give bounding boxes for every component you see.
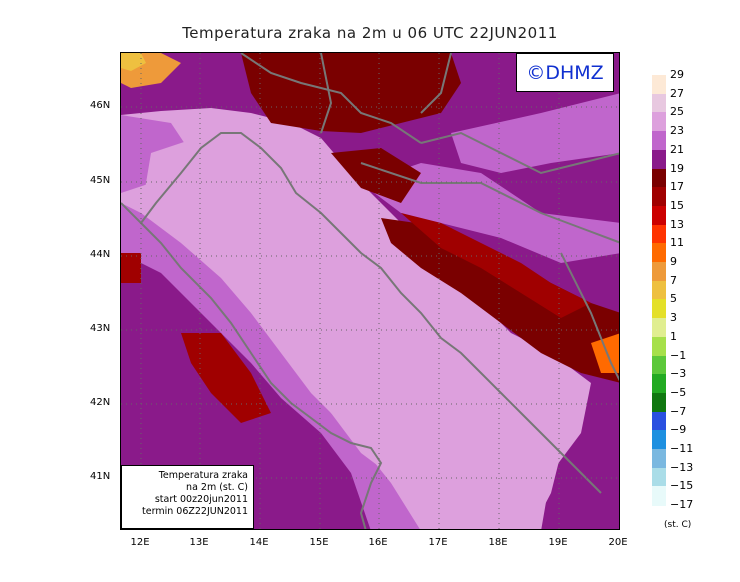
legend-label: 21 [670, 142, 684, 156]
legend-swatch [652, 392, 666, 413]
legend-label: −13 [670, 460, 694, 474]
copyright-label: ©DHMZ [516, 53, 614, 92]
land-warm-zone [121, 53, 619, 529]
legend-swatch [652, 131, 666, 151]
lat-label: 43N [90, 323, 111, 334]
legend-swatch [652, 149, 666, 169]
legend-swatch [652, 486, 666, 506]
legend-label: 9 [670, 255, 677, 268]
inland-cool-band [361, 163, 619, 263]
legend-label: 1 [670, 329, 677, 343]
legend-swatch [652, 75, 666, 95]
legend-swatch [652, 449, 666, 469]
inland-cool-band [451, 93, 619, 173]
legend-label: 23 [670, 124, 684, 138]
hot-corner-core [121, 53, 146, 71]
legend-swatch [652, 411, 666, 431]
legend-label: −11 [670, 442, 694, 455]
legend-swatch [652, 336, 666, 356]
legend-label: 27 [670, 86, 684, 100]
east-coastline [140, 132, 602, 494]
info-line: termin 06Z22JUN2011 [142, 506, 248, 517]
hot-zone [331, 148, 421, 203]
lat-label: 41N [90, 471, 111, 482]
grid-lines [121, 53, 619, 529]
legend-swatch [652, 262, 666, 282]
legend-swatch [652, 280, 666, 300]
legend-label: 17 [670, 180, 684, 194]
legend-label: 29 [670, 68, 684, 81]
info-line: Temperatura zraka [158, 470, 248, 481]
legend-swatch [652, 467, 666, 487]
border-line [240, 53, 422, 144]
lon-label: 19E [548, 537, 568, 548]
lon-label: 17E [428, 537, 448, 548]
temperature-map[interactable] [120, 52, 620, 530]
legend-swatch [652, 112, 666, 132]
legend-swatch [652, 243, 666, 263]
legend-label: 19 [670, 161, 684, 175]
legend-label: −1 [670, 348, 687, 362]
legend-label: 7 [670, 273, 677, 287]
legend-swatch [652, 299, 666, 319]
lon-label: 12E [130, 537, 150, 548]
border-line [560, 252, 619, 382]
lat-label: 46N [90, 100, 111, 111]
lon-label: 13E [189, 537, 209, 548]
lon-label: 15E [309, 537, 329, 548]
legend-swatch [652, 205, 666, 226]
legend-label: 5 [670, 292, 677, 306]
lat-label: 42N [90, 397, 111, 408]
info-line: start 00z20jun2011 [154, 494, 248, 505]
legend-swatch [652, 187, 666, 207]
north-hot-zone [241, 53, 461, 133]
border-line [360, 162, 619, 244]
legend-label: −15 [670, 479, 694, 493]
legend-label: −9 [670, 423, 687, 437]
lon-label: 16E [368, 537, 388, 548]
italy-hot-spot [121, 253, 141, 283]
legend-swatch [652, 430, 666, 450]
info-box: Temperatura zraka na 2m (st. C) start 00… [121, 465, 254, 529]
adriatic-sea [141, 133, 561, 529]
coastal-hot-zone [381, 218, 619, 383]
legend-swatch [652, 355, 666, 375]
legend-label: 13 [670, 217, 684, 231]
legend-label: −5 [670, 385, 687, 399]
legend-label: 15 [670, 198, 684, 212]
info-line: na 2m (st. C) [186, 482, 248, 493]
legend-unit: (st. C) [664, 520, 692, 530]
italy-hot-core [181, 333, 271, 423]
legend-label: 11 [670, 236, 684, 250]
map-title: Temperatura zraka na 2m u 06 UTC 22JUN20… [182, 24, 558, 42]
legend-label: −3 [670, 367, 687, 381]
legend-label: 25 [670, 105, 684, 119]
coastal-hot-core [401, 213, 591, 318]
legend-swatch [652, 93, 666, 113]
lat-label: 44N [90, 249, 111, 260]
border-line [420, 53, 452, 114]
lon-label: 20E [608, 537, 628, 548]
legend-swatch [652, 224, 666, 244]
lon-label: 14E [249, 537, 269, 548]
lon-label: 18E [488, 537, 508, 548]
legend-swatch [652, 168, 666, 188]
legend-swatch [652, 374, 666, 394]
legend-swatch [652, 318, 666, 338]
legend-label: 3 [670, 311, 677, 325]
legend-label: −17 [670, 498, 694, 512]
legend-label: −7 [670, 404, 687, 418]
border-line [320, 53, 333, 134]
border-line [420, 131, 619, 175]
map-canvas [121, 53, 619, 529]
italy-coastline [121, 202, 383, 529]
lat-label: 45N [90, 175, 111, 186]
